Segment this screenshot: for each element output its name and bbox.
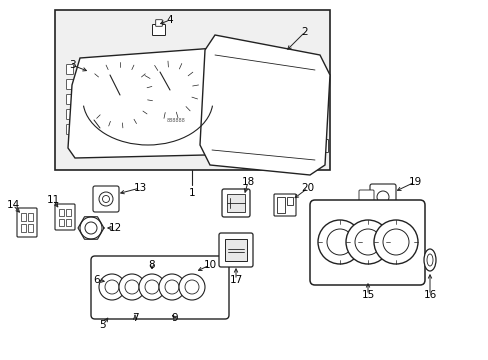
FancyBboxPatch shape (317, 140, 328, 153)
Circle shape (84, 112, 116, 144)
FancyBboxPatch shape (273, 194, 295, 216)
Text: 14: 14 (6, 200, 20, 210)
FancyBboxPatch shape (312, 85, 323, 94)
Bar (28, 213, 33, 221)
Polygon shape (68, 48, 224, 158)
FancyBboxPatch shape (206, 130, 214, 138)
Circle shape (125, 124, 141, 140)
Circle shape (85, 222, 97, 234)
Text: 20: 20 (301, 183, 314, 193)
Text: 2: 2 (301, 27, 307, 37)
Circle shape (346, 220, 389, 264)
FancyBboxPatch shape (66, 109, 73, 120)
Circle shape (373, 220, 417, 264)
Text: 16: 16 (423, 290, 436, 300)
Text: 11: 11 (46, 195, 60, 205)
Circle shape (90, 118, 110, 138)
Circle shape (145, 280, 159, 294)
Bar (276, 197, 285, 213)
Text: 4: 4 (166, 15, 173, 25)
Circle shape (139, 274, 164, 300)
Circle shape (125, 280, 139, 294)
Bar (55, 10, 329, 170)
Text: 13: 13 (133, 183, 146, 193)
FancyBboxPatch shape (86, 72, 102, 77)
Text: 6: 6 (94, 275, 100, 285)
Text: 10: 10 (203, 260, 216, 270)
Text: 12: 12 (108, 223, 122, 233)
FancyBboxPatch shape (206, 76, 214, 84)
Bar (224, 239, 246, 261)
Circle shape (376, 191, 388, 203)
FancyBboxPatch shape (358, 190, 373, 204)
Circle shape (190, 106, 214, 130)
Text: 17: 17 (229, 275, 242, 285)
FancyBboxPatch shape (369, 184, 395, 210)
Text: 8: 8 (148, 260, 155, 270)
FancyBboxPatch shape (89, 68, 98, 81)
Circle shape (85, 60, 155, 130)
FancyBboxPatch shape (66, 80, 73, 90)
Circle shape (195, 111, 208, 125)
Text: 888888: 888888 (166, 117, 185, 122)
Bar (66, 209, 71, 216)
FancyBboxPatch shape (206, 112, 214, 120)
Circle shape (354, 229, 380, 255)
Bar (59, 219, 64, 226)
FancyBboxPatch shape (55, 204, 75, 230)
FancyBboxPatch shape (219, 233, 252, 267)
FancyBboxPatch shape (309, 200, 424, 285)
Bar (59, 209, 64, 216)
Circle shape (164, 280, 179, 294)
Circle shape (102, 195, 109, 202)
Circle shape (152, 72, 187, 108)
FancyBboxPatch shape (66, 95, 73, 104)
FancyBboxPatch shape (312, 125, 323, 134)
FancyBboxPatch shape (312, 144, 323, 153)
Circle shape (120, 119, 146, 145)
Circle shape (80, 217, 102, 239)
FancyBboxPatch shape (93, 186, 119, 212)
Text: 5: 5 (100, 320, 106, 330)
Circle shape (99, 192, 113, 206)
Circle shape (179, 274, 204, 300)
Circle shape (382, 229, 408, 255)
Ellipse shape (423, 249, 435, 271)
Bar (21, 224, 26, 232)
FancyBboxPatch shape (91, 256, 228, 319)
Bar (155, 112, 197, 127)
FancyBboxPatch shape (206, 94, 214, 102)
Bar (28, 224, 33, 232)
Polygon shape (200, 35, 329, 175)
Circle shape (99, 274, 125, 300)
Text: 15: 15 (361, 290, 374, 300)
Circle shape (159, 274, 184, 300)
FancyBboxPatch shape (155, 20, 162, 26)
FancyBboxPatch shape (152, 24, 165, 36)
Circle shape (119, 274, 145, 300)
FancyBboxPatch shape (66, 64, 73, 75)
Bar (21, 213, 26, 221)
FancyBboxPatch shape (66, 125, 73, 135)
Bar (66, 219, 71, 226)
Bar (286, 197, 292, 205)
Ellipse shape (426, 254, 432, 266)
FancyBboxPatch shape (312, 104, 323, 113)
Text: 3: 3 (68, 60, 75, 70)
Text: 7: 7 (131, 313, 138, 323)
Bar (226, 194, 244, 212)
Circle shape (98, 73, 142, 117)
Circle shape (184, 280, 199, 294)
Text: 1: 1 (188, 188, 195, 198)
Text: 18: 18 (241, 177, 254, 187)
Circle shape (105, 280, 119, 294)
Text: 19: 19 (407, 177, 421, 187)
Text: 9: 9 (171, 313, 178, 323)
Circle shape (326, 229, 352, 255)
FancyBboxPatch shape (17, 208, 37, 237)
Circle shape (140, 60, 200, 120)
Circle shape (317, 220, 361, 264)
FancyBboxPatch shape (222, 189, 249, 217)
